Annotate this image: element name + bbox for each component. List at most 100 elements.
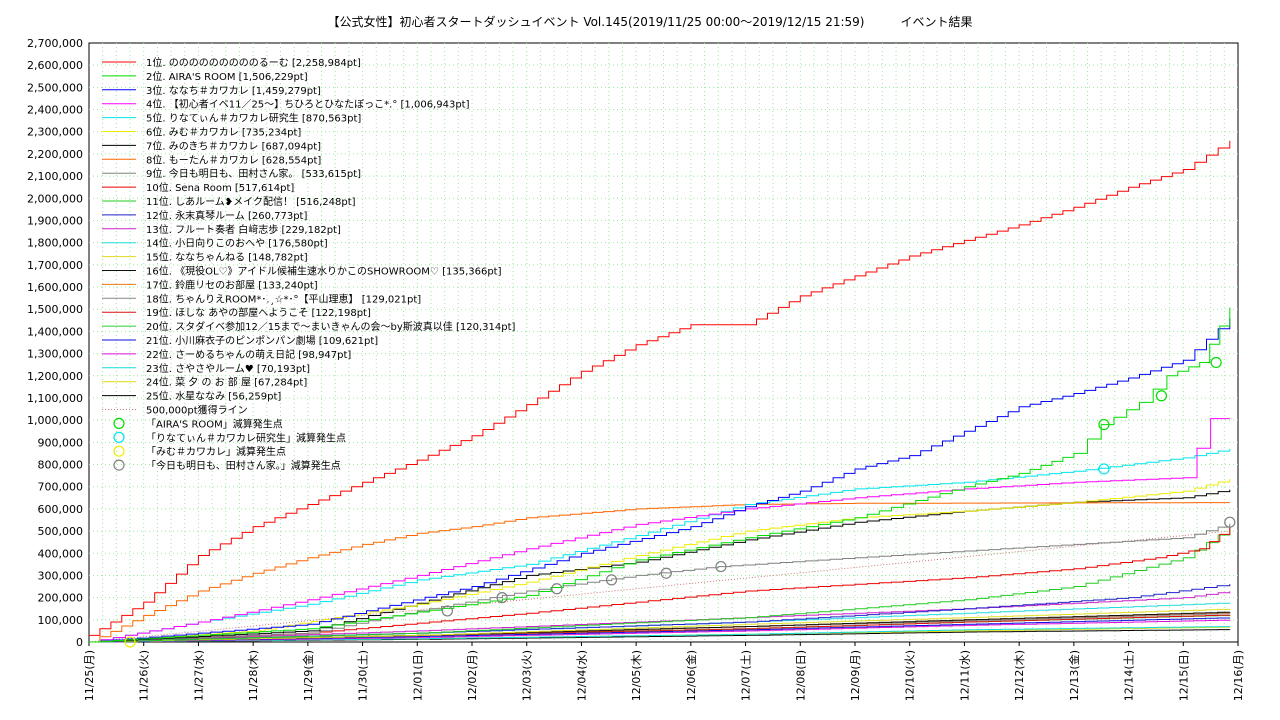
legend: 1位. のののののののののるーむ [2,258,984pt]2位. AIRA'S… (102, 56, 515, 472)
legend-entry: 20位. スタダイベ参加12／15まで〜まいきゃんの会〜by斯波真以佳 [120… (146, 320, 515, 333)
legend-entry: 24位. 菜 夕 の お 部 屋 [67,284pt] (146, 376, 307, 389)
x-tick-label: 12/09(月) (849, 650, 862, 701)
series-line (89, 448, 1231, 643)
series-line (89, 617, 1231, 643)
y-tick-label: 1,400,000 (27, 325, 83, 338)
series-line (89, 418, 1230, 643)
decrement-marker (660, 567, 672, 579)
y-tick-label: 2,600,000 (27, 59, 83, 72)
legend-entry: 「みむ＃カワカレ」減算発生点 (146, 445, 286, 458)
x-tick-label: 12/02(月) (466, 650, 479, 701)
y-tick-label: 1,800,000 (27, 237, 83, 250)
legend-entry: 17位. 鈴鹿リセのお部屋 [133,240pt] (146, 278, 318, 291)
legend-entry: 8位. もーたん＃カワカレ [628,554pt] (146, 153, 321, 166)
legend-entry: 「りなてぃん＃カワカレ研究生」減算発生点 (146, 431, 346, 444)
series-layer (89, 140, 1231, 643)
x-tick-label: 12/10(火) (904, 650, 917, 701)
x-tick-label: 12/13(金) (1067, 650, 1081, 701)
y-tick-label: 1,000,000 (27, 414, 83, 427)
series-line (89, 140, 1231, 636)
legend-entry: 1位. のののののののののるーむ [2,258,984pt] (146, 56, 361, 69)
legend-entry: 21位. 小川麻衣子のピンポンパン劇場 [109,621pt] (146, 334, 378, 347)
decrement-marker (1210, 356, 1222, 369)
marker-layer (124, 356, 1236, 648)
legend-marker (113, 445, 125, 457)
legend-entry: 9位. 今日も明日も、田村さん家。 [533,615pt] (146, 167, 361, 180)
legend-marker (113, 459, 125, 471)
legend-entry: 15位. ななちゃんねる [148,782pt] (146, 251, 308, 264)
reference-line-layer (88, 530, 1230, 643)
decrement-marker (1155, 390, 1168, 402)
y-tick-label: 1,600,000 (27, 281, 83, 294)
series-line (89, 307, 1231, 643)
legend-entry: 23位. さやさやルーム♥ [70,193pt] (146, 362, 310, 375)
legend-entry: 「AIRA'S ROOM」減算発生点 (146, 417, 283, 430)
x-tick-label: 12/15(日) (1177, 650, 1190, 701)
series-line (89, 523, 1231, 643)
legend-entry: 12位. 永末真琴ルーム [260,773pt] (146, 209, 307, 222)
y-axis: 0 100,000 200,000 300,000 400,000 500,000 600,… (27, 37, 83, 649)
y-tick-label: 1,500,000 (27, 303, 83, 316)
x-tick-label: 11/30(土) (357, 650, 370, 701)
x-tick-label: 11/29(金) (301, 650, 315, 701)
x-tick-label: 12/14(土) (1123, 650, 1136, 701)
legend-entry: 11位. しあルーム❥メイク配信！ [516,248pt] (146, 195, 356, 208)
y-tick-label: 900,000 (38, 436, 84, 449)
series-line (89, 608, 1231, 643)
x-tick-label: 11/26(火) (138, 650, 151, 701)
series-line (89, 527, 1231, 643)
x-tick-label: 12/06(金) (684, 650, 698, 701)
decrement-marker (715, 560, 727, 573)
legend-entry: 16位. 《現役OL♡》アイドル候補生速水りかこのSHOWROOM♡ [135,… (146, 265, 502, 278)
series-line (89, 619, 1231, 643)
series-line (89, 591, 1231, 643)
legend-entry: 10位. Sena Room [517,614pt] (146, 181, 294, 194)
y-tick-label: 500,000 (38, 525, 84, 538)
legend-marker (113, 431, 125, 443)
y-tick-label: 1,100,000 (27, 392, 83, 405)
x-tick-label: 12/08(日) (794, 650, 807, 701)
y-tick-label: 700,000 (38, 481, 84, 494)
x-tick-label: 12/16(月) (1232, 650, 1245, 701)
decrement-marker (124, 636, 136, 648)
legend-entry: 4位. 【初心者イベ11／25〜】ちひろとひなたぼっこ*.° [1,006,94… (146, 98, 470, 111)
x-tick-label: 12/12(木) (1013, 650, 1026, 701)
legend-entry: 19位. ほしな あやの部屋へようこそ [122,198pt] (146, 306, 371, 319)
chart-title: 【公式女性】初心者スタートダッシュイベント Vol.145(2019/11/25… (328, 14, 973, 29)
legend-entry: 14位. 小日向りこのおへや [176,580pt] (146, 237, 328, 250)
legend-entry: 7位. みのきち＃カワカレ [687,094pt] (146, 139, 321, 152)
legend-entry: 22位. さーめるちゃんの萌え日記 [98,947pt] (146, 348, 351, 361)
plot-area (88, 42, 1239, 643)
legend-entry: 13位. フルート奏者 白﨑志歩 [229,182pt] (146, 223, 341, 236)
y-tick-label: 600,000 (38, 503, 84, 516)
legend-entry: 5位. りなてぃん＃カワカレ研究生 [870,563pt] (146, 112, 361, 125)
x-tick-label: 11/27(水) (192, 650, 205, 701)
decrement-marker (1098, 418, 1110, 431)
y-tick-label: 100,000 (38, 614, 84, 627)
y-tick-label: 1,300,000 (27, 348, 83, 361)
y-tick-label: 800,000 (38, 459, 84, 472)
decrement-marker (1098, 463, 1110, 475)
x-tick-label: 12/07(土) (740, 650, 753, 701)
y-tick-label: 300,000 (38, 569, 84, 582)
x-tick-label: 12/03(火) (521, 650, 534, 701)
legend-marker (113, 417, 125, 429)
series-line (89, 502, 1230, 643)
legend-entry: 18位. ちゃんりえROOM*･.¸☆*･°【平山理恵】 [129,021pt] (146, 292, 421, 305)
series-line (89, 318, 1231, 643)
y-tick-label: 2,000,000 (27, 192, 83, 205)
y-tick-label: 2,700,000 (27, 37, 83, 50)
x-axis: 11/25(月) 11/26(火) 11/27(水) 11/28(木) 11/29(金)… (83, 642, 1245, 701)
legend-entry: 25位. 水星ななみ [56,259pt] (146, 390, 281, 403)
legend-entry: 「今日も明日も、田村さん家。」減算発生点 (146, 459, 341, 472)
decrement-marker (441, 605, 453, 617)
y-tick-label: 2,400,000 (27, 104, 83, 117)
y-tick-label: 2,500,000 (27, 81, 83, 94)
y-tick-label: 2,100,000 (27, 170, 83, 183)
y-tick-label: 1,200,000 (27, 370, 83, 383)
series-line (89, 478, 1231, 643)
y-tick-label: 2,300,000 (27, 126, 83, 139)
y-tick-label: 400,000 (38, 547, 84, 560)
x-tick-label: 12/05(木) (630, 650, 643, 701)
